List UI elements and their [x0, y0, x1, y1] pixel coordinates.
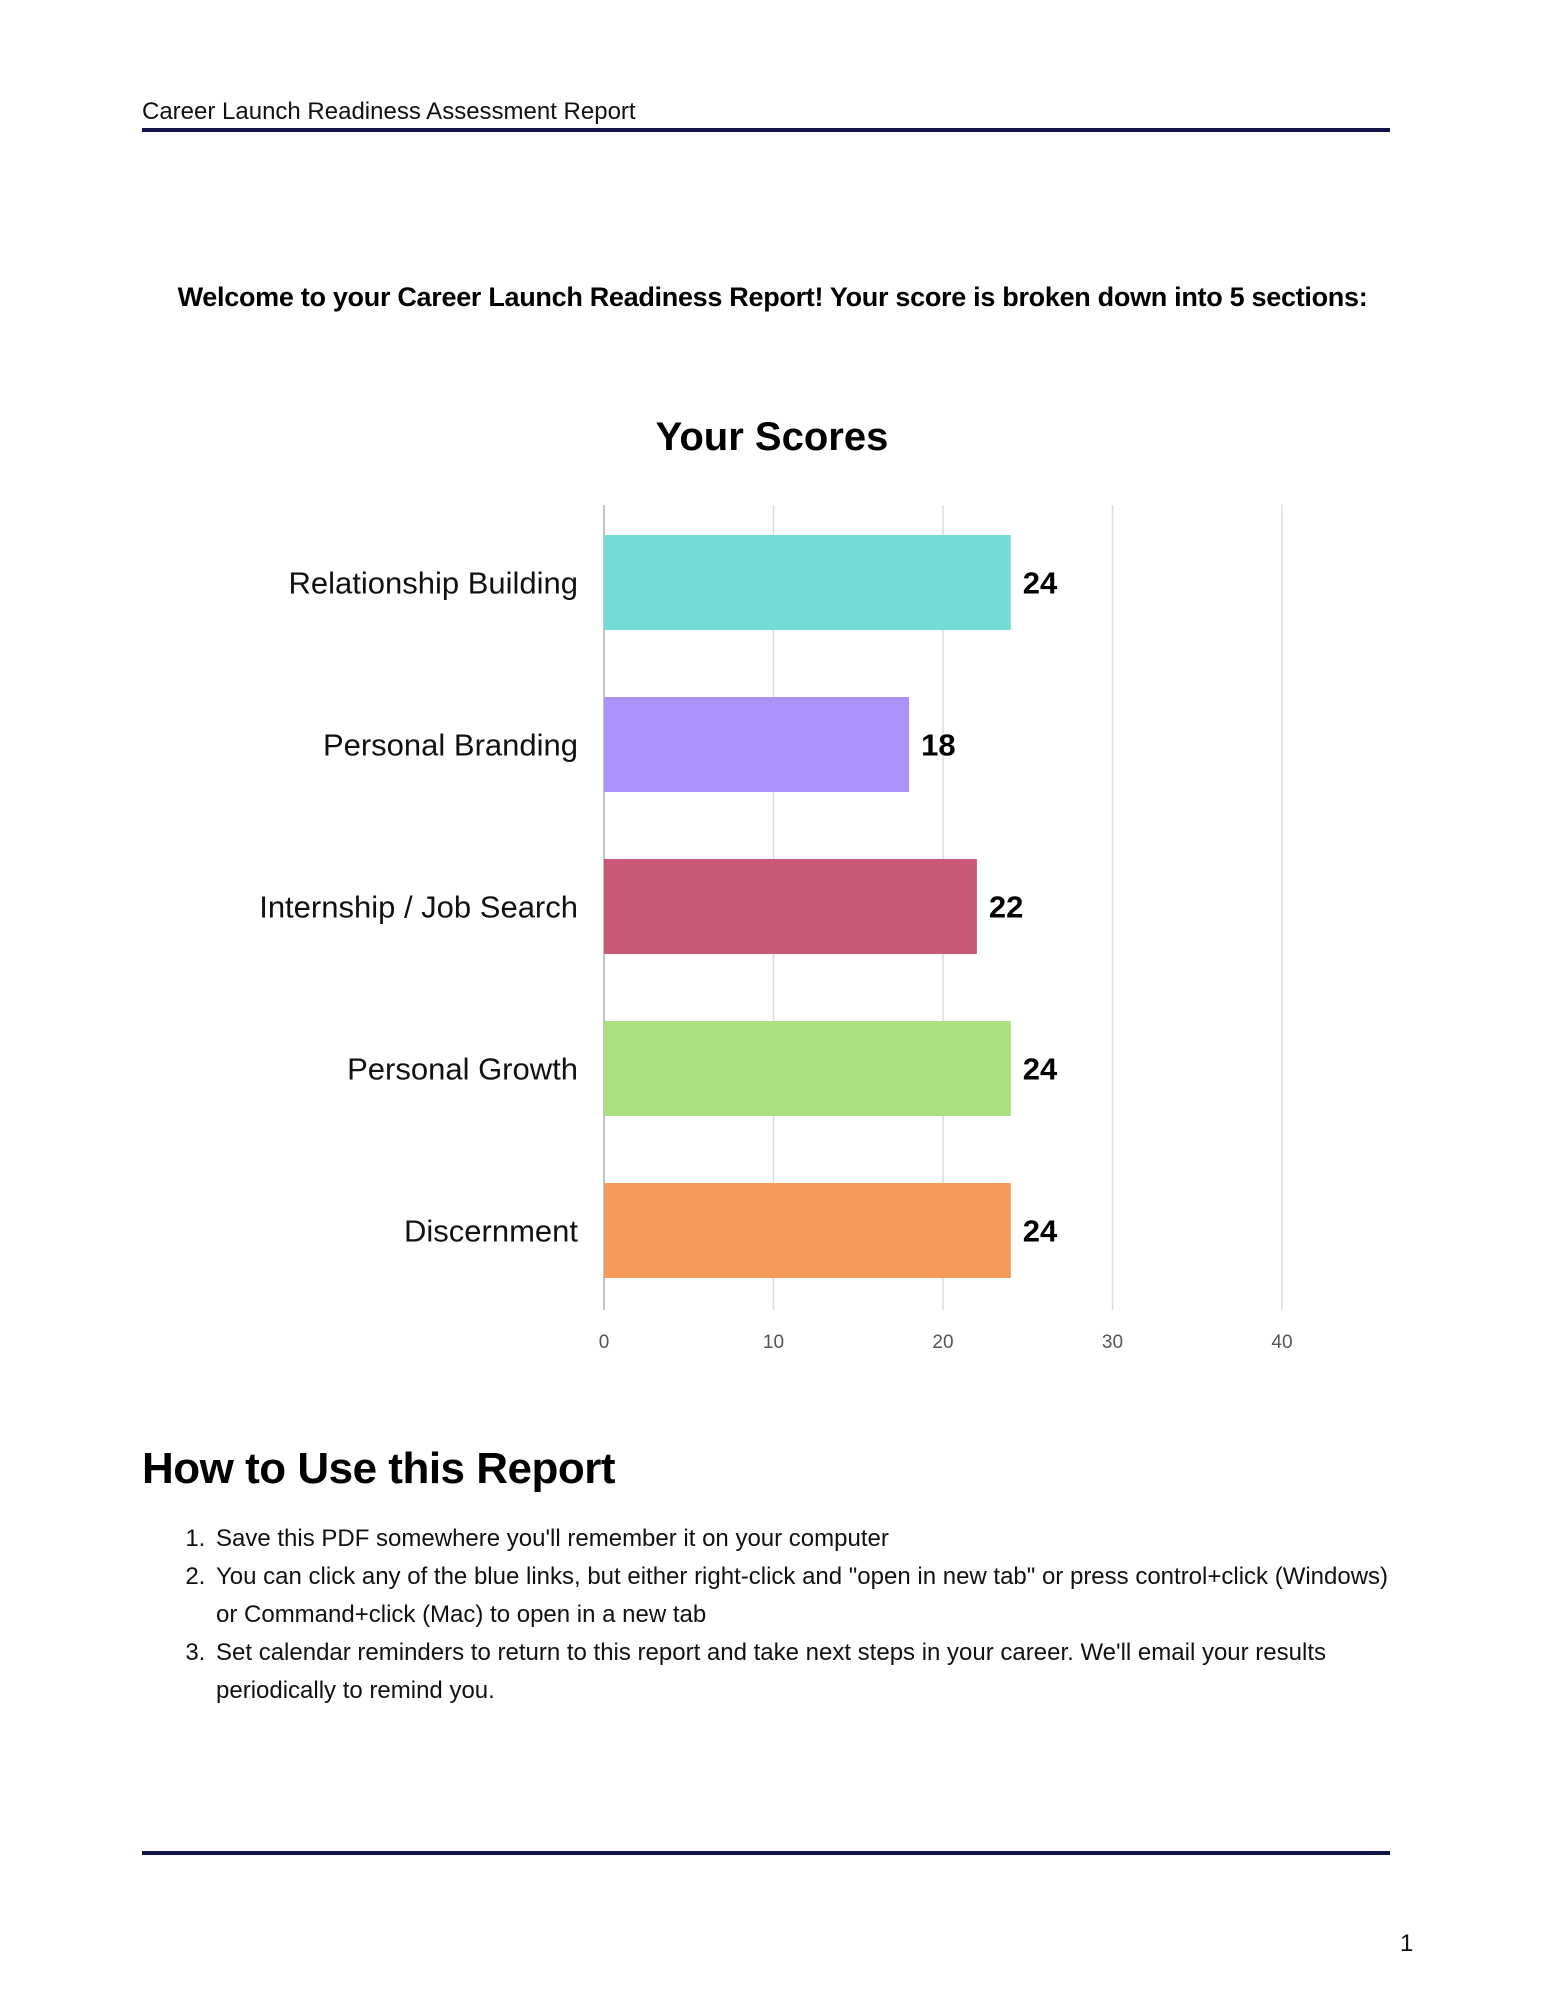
bar — [604, 697, 910, 792]
x-tick-label: 0 — [599, 1332, 610, 1353]
section-heading: How to Use this Report — [142, 1444, 616, 1493]
step-item: Set calendar reminders to return to this… — [212, 1634, 1412, 1710]
data-label: 22 — [989, 890, 1023, 925]
data-label: 24 — [1023, 1052, 1058, 1087]
category-label: Personal Growth — [347, 1052, 578, 1087]
page-number: 1 — [1400, 1930, 1414, 1957]
step-item: You can click any of the blue links, but… — [212, 1558, 1412, 1634]
scores-chart-svg: Your Scores 0 10 20 30 40 Relationship Buildin… — [259, 415, 1292, 1353]
x-tick-label: 30 — [1102, 1332, 1123, 1353]
category-label: Discernment — [404, 1214, 578, 1249]
data-label: 24 — [1023, 566, 1058, 601]
x-tick-label: 20 — [932, 1332, 953, 1353]
page-header-title: Career Launch Readiness Assessment Repor… — [142, 98, 636, 125]
chart-title: Your Scores — [656, 415, 889, 459]
bar — [604, 859, 977, 954]
intro-text: Welcome to your Career Launch Readiness … — [177, 282, 1368, 312]
category-label: Relationship Building — [288, 566, 578, 601]
x-tick-label: 10 — [763, 1332, 784, 1353]
x-tick-label: 40 — [1271, 1332, 1292, 1353]
footer-divider — [142, 1851, 1390, 1855]
category-label: Internship / Job Search — [259, 890, 578, 925]
bar — [604, 535, 1011, 630]
data-label: 18 — [921, 728, 955, 763]
step-item: Save this PDF somewhere you'll remember … — [212, 1520, 1412, 1558]
data-label: 24 — [1023, 1214, 1058, 1249]
category-label: Personal Branding — [323, 728, 578, 763]
bar — [604, 1183, 1011, 1278]
steps-list: Save this PDF somewhere you'll remember … — [184, 1520, 1412, 1710]
header-divider — [142, 128, 1390, 132]
bar — [604, 1021, 1011, 1116]
scores-chart: Your Scores 0 10 20 30 40 Relationship Buildin… — [0, 400, 1545, 1360]
